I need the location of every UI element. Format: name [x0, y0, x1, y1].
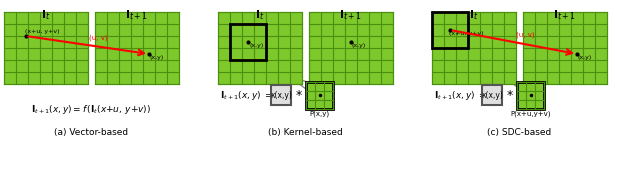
Bar	[230, 24, 266, 60]
Text: (u, v): (u, v)	[90, 35, 108, 41]
Text: κ(x,y): κ(x,y)	[481, 91, 503, 100]
Bar	[218, 12, 302, 84]
Text: (x,y): (x,y)	[352, 43, 366, 48]
Text: (a) Vector-based: (a) Vector-based	[54, 128, 129, 137]
Text: (x,y): (x,y)	[578, 55, 592, 60]
Bar	[306, 81, 333, 108]
Text: P(x,y): P(x,y)	[309, 110, 330, 117]
Text: *: *	[507, 88, 513, 101]
Bar	[517, 81, 544, 108]
Bar	[523, 12, 607, 84]
Text: P(x+u,y+v): P(x+u,y+v)	[510, 110, 551, 117]
Bar	[4, 12, 88, 84]
Text: $\mathbf{I}_{t+1}(x,y)\ =$: $\mathbf{I}_{t+1}(x,y)\ =$	[434, 88, 488, 101]
Bar	[432, 12, 468, 48]
Text: $\mathbf{I}_{t+1}(x,y)\ =$: $\mathbf{I}_{t+1}(x,y)\ =$	[220, 88, 273, 101]
Text: (x+u, y+v): (x+u, y+v)	[24, 29, 59, 34]
Text: (b) Kernel-based: (b) Kernel-based	[268, 128, 343, 137]
Text: $\mathbf{I}_t$: $\mathbf{I}_t$	[255, 8, 265, 22]
Text: $\mathbf{I}_t$: $\mathbf{I}_t$	[469, 8, 479, 22]
Text: κ(x,y): κ(x,y)	[270, 91, 292, 100]
Text: *: *	[296, 88, 302, 101]
Text: (u, v): (u, v)	[515, 32, 534, 38]
Text: $\mathbf{I}_{t+1}$: $\mathbf{I}_{t+1}$	[125, 8, 148, 22]
Bar	[271, 85, 291, 105]
Text: (x,y): (x,y)	[150, 55, 164, 60]
Bar	[95, 12, 179, 84]
Text: (x,y): (x,y)	[249, 43, 263, 48]
Text: (c) SDC-based: (c) SDC-based	[488, 128, 552, 137]
Text: $\mathbf{I}_{t+1}$: $\mathbf{I}_{t+1}$	[554, 8, 577, 22]
Bar	[309, 12, 393, 84]
Text: $\mathbf{I}_{t+1}(x,y) = f\,(\mathbf{I}_t(x{+}u,\,y{+}v))$: $\mathbf{I}_{t+1}(x,y) = f\,(\mathbf{I}_…	[31, 103, 152, 116]
Bar	[432, 12, 516, 84]
Text: $\mathbf{I}_{t+1}$: $\mathbf{I}_{t+1}$	[339, 8, 362, 22]
Text: $\mathbf{I}_t$: $\mathbf{I}_t$	[41, 8, 51, 22]
Text: (x+u, y+v): (x+u, y+v)	[449, 31, 483, 36]
Bar	[482, 85, 502, 105]
